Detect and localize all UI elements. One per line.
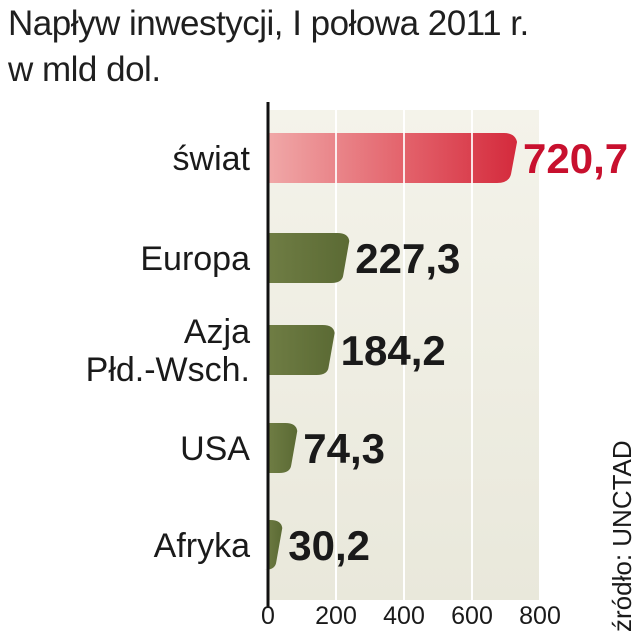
chart-unit-subtitle: w mld dol. [8,50,161,89]
bar-3 [268,423,298,473]
x-tick-label-200: 200 [315,602,357,630]
x-tick-label-600: 600 [451,602,493,630]
chart-title: Napływ inwestycji, I połowa 2011 r. [8,4,529,43]
value-label-4: 30,2 [288,522,370,569]
x-tick-label-400: 400 [383,602,425,630]
value-label-0: 720,7 [523,135,628,182]
category-label-4: Afryka [154,527,250,565]
bar-1 [268,233,350,283]
bar-0 [268,133,518,183]
category-label-1: Europa [140,240,250,278]
category-label-3: USA [180,430,250,468]
bar-2 [268,325,335,375]
value-label-2: 184,2 [341,327,446,374]
value-label-1: 227,3 [355,235,460,282]
x-tick-label-0: 0 [261,602,275,630]
category-label-0: świat [173,140,251,178]
value-label-3: 74,3 [303,425,385,472]
category-label-2: Azja Płd.-Wsch. [86,313,250,389]
x-tick-label-800: 800 [519,602,561,630]
source-note: źródło: UNCTAD [607,440,637,632]
